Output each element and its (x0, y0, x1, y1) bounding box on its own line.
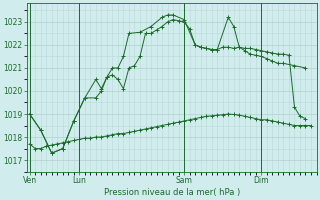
X-axis label: Pression niveau de la mer( hPa ): Pression niveau de la mer( hPa ) (104, 188, 240, 197)
